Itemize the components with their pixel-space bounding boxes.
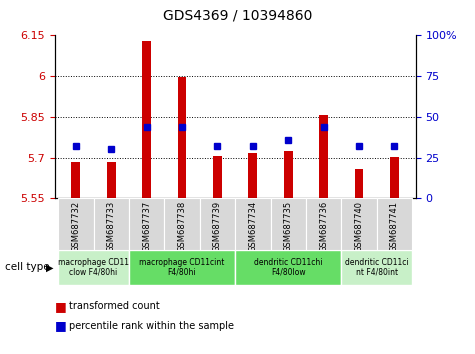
- Bar: [213, 156, 222, 198]
- Bar: [71, 162, 80, 198]
- FancyBboxPatch shape: [94, 198, 129, 250]
- FancyBboxPatch shape: [129, 250, 235, 285]
- FancyBboxPatch shape: [129, 198, 164, 250]
- Text: GSM687738: GSM687738: [178, 201, 187, 252]
- Text: ■: ■: [55, 300, 66, 313]
- Bar: [107, 162, 116, 198]
- Text: GDS4369 / 10394860: GDS4369 / 10394860: [163, 9, 312, 23]
- Bar: [248, 154, 257, 198]
- Text: dendritic CD11chi
F4/80low: dendritic CD11chi F4/80low: [254, 258, 323, 277]
- Text: GSM687740: GSM687740: [354, 201, 363, 252]
- Text: GSM687733: GSM687733: [107, 201, 116, 252]
- Text: macrophage CD11cint
F4/80hi: macrophage CD11cint F4/80hi: [139, 258, 225, 277]
- Text: GSM687734: GSM687734: [248, 201, 257, 252]
- Text: dendritic CD11ci
nt F4/80int: dendritic CD11ci nt F4/80int: [345, 258, 408, 277]
- FancyBboxPatch shape: [342, 198, 377, 250]
- Text: GSM687737: GSM687737: [142, 201, 151, 252]
- Text: ■: ■: [55, 319, 66, 332]
- Bar: [142, 41, 151, 198]
- FancyBboxPatch shape: [342, 250, 412, 285]
- Text: macrophage CD11
clow F4/80hi: macrophage CD11 clow F4/80hi: [58, 258, 129, 277]
- Text: GSM687741: GSM687741: [390, 201, 399, 252]
- Text: GSM687739: GSM687739: [213, 201, 222, 252]
- FancyBboxPatch shape: [58, 198, 94, 250]
- Text: GSM687735: GSM687735: [284, 201, 293, 252]
- Text: ▶: ▶: [46, 262, 54, 272]
- Text: GSM687732: GSM687732: [71, 201, 80, 252]
- FancyBboxPatch shape: [164, 198, 200, 250]
- FancyBboxPatch shape: [235, 198, 271, 250]
- FancyBboxPatch shape: [235, 250, 342, 285]
- Text: percentile rank within the sample: percentile rank within the sample: [69, 321, 234, 331]
- Bar: [319, 115, 328, 198]
- Text: GSM687736: GSM687736: [319, 201, 328, 252]
- Text: cell type: cell type: [5, 262, 49, 272]
- Bar: [284, 151, 293, 198]
- FancyBboxPatch shape: [200, 198, 235, 250]
- FancyBboxPatch shape: [306, 198, 342, 250]
- Text: transformed count: transformed count: [69, 301, 160, 311]
- FancyBboxPatch shape: [271, 198, 306, 250]
- Bar: [390, 157, 399, 198]
- Bar: [178, 78, 187, 198]
- Bar: [354, 169, 363, 198]
- FancyBboxPatch shape: [58, 250, 129, 285]
- FancyBboxPatch shape: [377, 198, 412, 250]
